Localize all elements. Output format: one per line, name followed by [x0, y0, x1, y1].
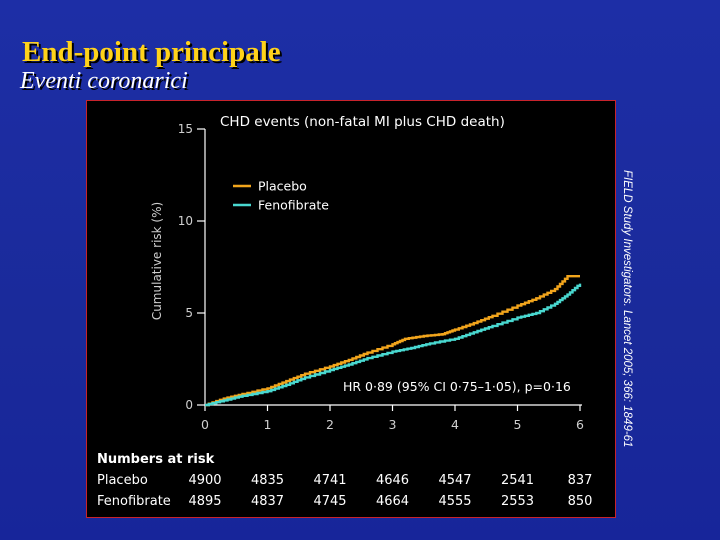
risk-cell: 4664 [376, 494, 409, 509]
risk-cell: 4895 [188, 494, 221, 509]
citation-note: FIELD Study Investigators. Lancet 2005; … [621, 170, 649, 510]
hazard-ratio-annotation: HR 0·89 (95% CI 0·75–1·05), p=0·16 [343, 379, 571, 394]
chart-legend: Placebo Fenofibrate [233, 179, 329, 213]
risk-cell: 837 [568, 473, 593, 488]
y-axis-label: Cumulative risk (%) [150, 202, 164, 320]
risk-cell: 2541 [501, 473, 534, 488]
series-layer [205, 275, 582, 407]
risk-cell: 2553 [501, 494, 534, 509]
km-chart: 0 5 10 15 0 1 2 3 4 5 6 CHD events (non-fatal MI p… [97, 114, 592, 509]
risk-cell: 4900 [188, 473, 221, 488]
citation-text: FIELD Study Investigators. Lancet 2005; … [621, 170, 633, 448]
x-tick-label: 0 [201, 417, 209, 432]
risk-cell: 4745 [313, 494, 346, 509]
risk-cell: 4741 [313, 473, 346, 488]
risk-cell: 4646 [376, 473, 409, 488]
x-tick-label: 4 [451, 417, 459, 432]
y-tick-label: 5 [185, 306, 193, 320]
x-tick-label: 2 [326, 417, 334, 432]
legend-label-fenofibrate: Fenofibrate [258, 198, 329, 213]
risk-row-label: Placebo [97, 473, 148, 488]
numbers-at-risk-table: Numbers at risk Placebo 4900 4835 4741 4646 45… [97, 452, 592, 509]
slide-subtitle: Eventi coronarici [20, 68, 188, 94]
x-tick-label: 3 [389, 417, 397, 432]
legend-label-placebo: Placebo [258, 179, 307, 194]
numbers-at-risk-heading: Numbers at risk [97, 452, 215, 467]
risk-row-label: Fenofibrate [97, 494, 171, 509]
risk-cell: 4837 [251, 494, 284, 509]
series-line-placebo [205, 275, 580, 407]
y-tick-label: 0 [185, 398, 193, 412]
chart-axes: 0 5 10 15 0 1 2 3 4 5 6 [178, 122, 584, 432]
x-tick-label: 6 [576, 417, 584, 432]
y-tick-label: 15 [178, 122, 193, 136]
series-line-fenofibrate [205, 283, 582, 407]
risk-cell: 4555 [438, 494, 471, 509]
risk-cell: 4547 [438, 473, 471, 488]
x-tick-label: 1 [264, 417, 272, 432]
y-tick-label: 10 [178, 214, 193, 228]
chart-figure: 0 5 10 15 0 1 2 3 4 5 6 CHD events (non-fatal MI p… [86, 100, 616, 518]
risk-cell: 4835 [251, 473, 284, 488]
x-tick-label: 5 [514, 417, 522, 432]
risk-cell: 850 [568, 494, 593, 509]
slide-title: End-point principale [22, 36, 281, 68]
chart-title: CHD events (non-fatal MI plus CHD death) [220, 114, 505, 130]
